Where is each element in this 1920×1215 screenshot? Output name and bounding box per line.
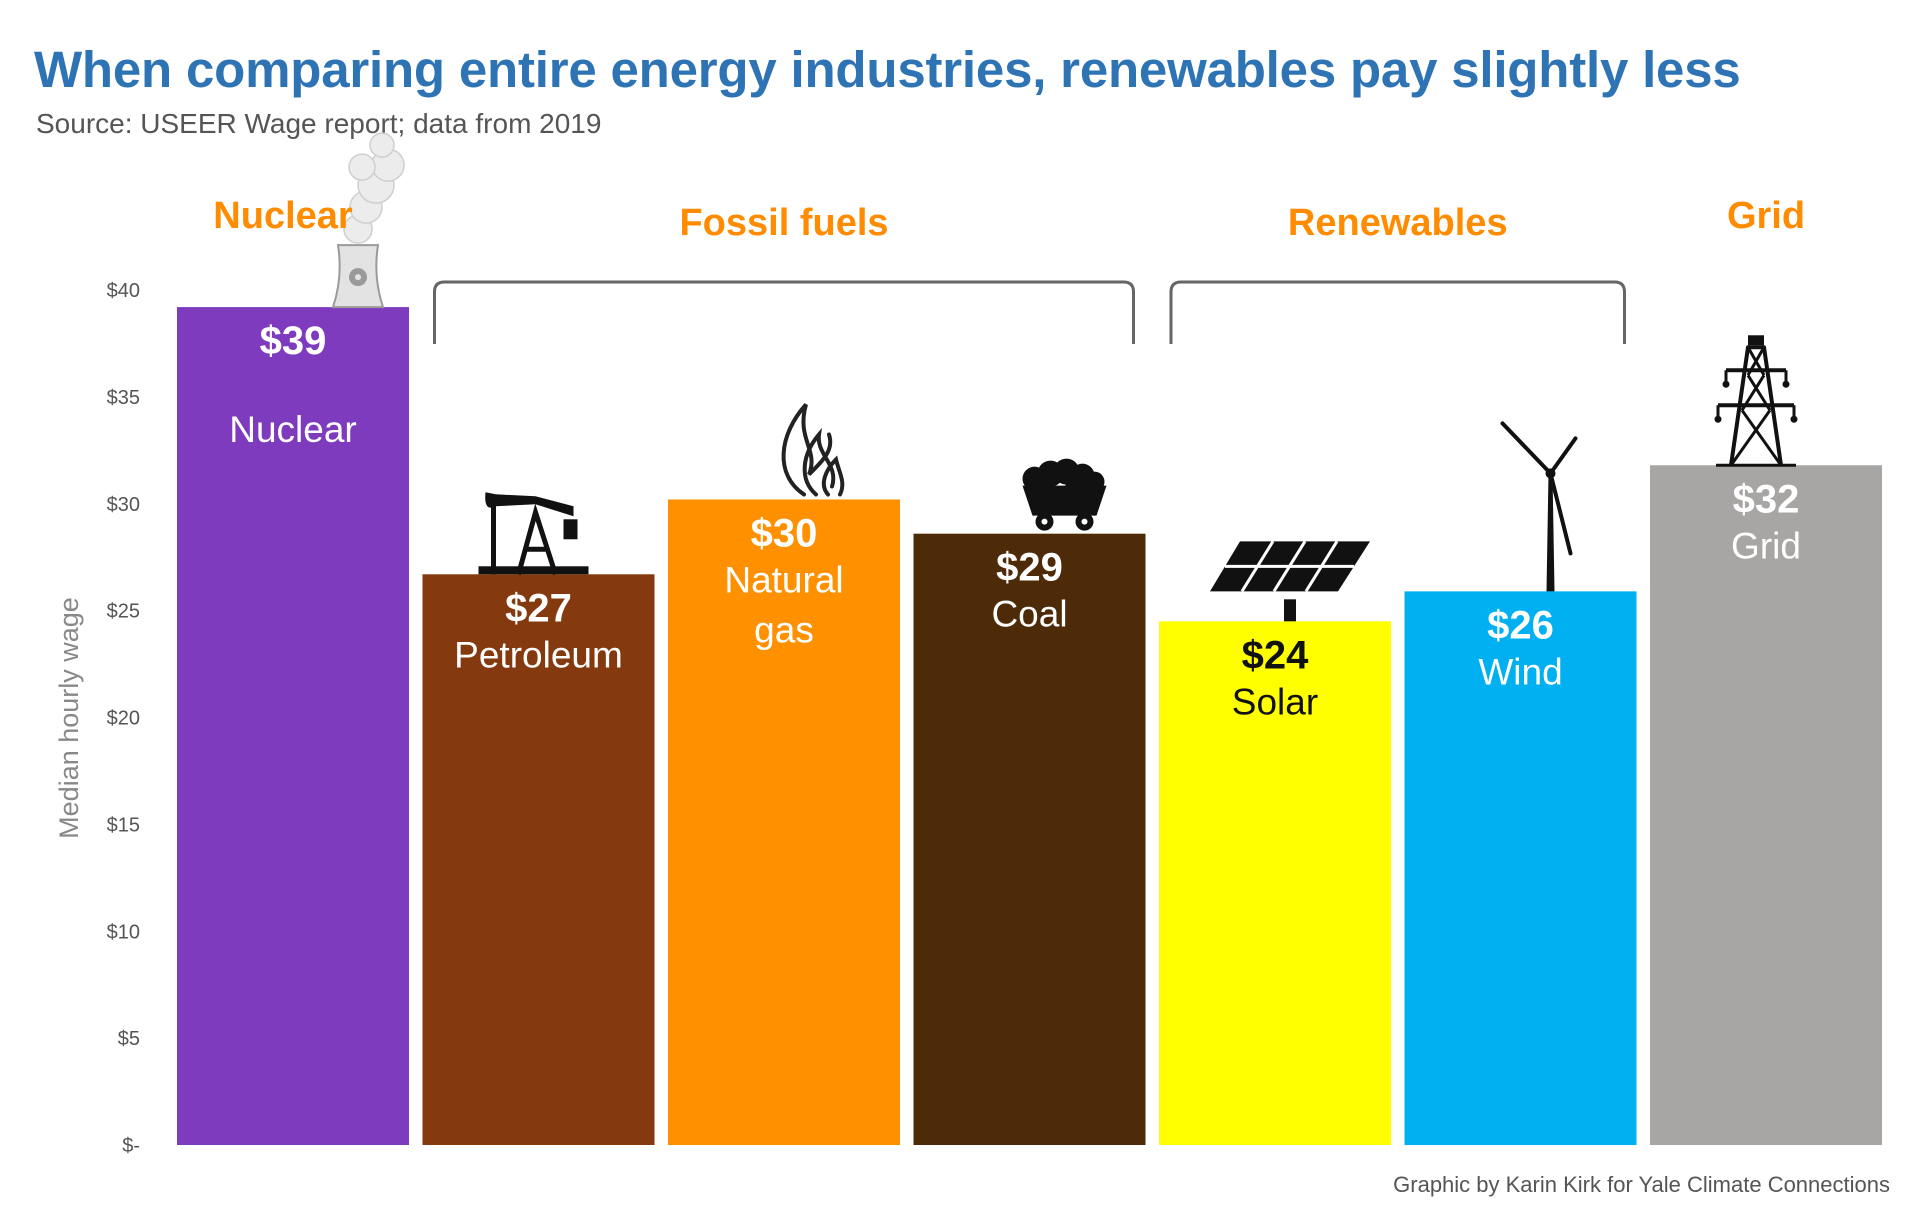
pumpjack-beam [485,492,574,517]
solar-panel-icon [1210,540,1370,622]
bar-category-label-line: Wind [1478,651,1562,692]
steam-puff [369,132,395,158]
bar-value-label: $32 [1733,477,1800,521]
bar-petroleum [422,574,655,1145]
bar-category-label-line: gas [754,609,814,650]
turbine-blade [1500,421,1553,476]
solar-panel-grid [1225,540,1354,593]
bar-coal [913,533,1146,1145]
flame-middle [802,427,836,497]
tower-insulator-end [1714,415,1722,423]
bar-value-label: $30 [751,511,818,555]
group-label: Renewables [1288,202,1508,244]
y-tick-label: $5 [118,1028,140,1050]
bar-category-label-line: Nuclear [229,409,357,450]
coal-cart-wheel-hub [1041,518,1048,525]
y-axis-label: Median hourly wage [54,597,84,839]
bar-value-label: $29 [996,546,1063,590]
coal-cart-body [1022,485,1107,516]
cooling-tower-icon [331,132,405,309]
y-tick-label: $40 [107,280,140,302]
pumpjack-frame [516,503,558,576]
bar-category-label: Nuclear [229,409,357,450]
bar-category-label-line: Grid [1731,525,1801,566]
group-bracket [1169,280,1626,344]
y-tick-label: $30 [107,494,140,516]
tower-lattice [1729,346,1783,467]
y-tick-label: $20 [107,708,140,730]
tower-insulator-end [1790,415,1798,423]
gas-flame-icon [781,403,845,497]
chart-title: When comparing entire energy industries,… [34,41,1741,98]
credit-line: Graphic by Karin Kirk for Yale Climate C… [1393,1172,1890,1197]
solar-post [1284,599,1296,622]
bar-solar [1159,621,1391,1145]
category-icons [331,132,1798,622]
wind-turbine-icon [1500,421,1578,592]
bar-wind [1404,591,1637,1145]
transmission-tower-icon [1714,335,1798,467]
tower-insulator-end [1782,380,1790,388]
bar-category-label-line: Solar [1232,681,1318,722]
coal-cart-wheel-hub [1081,518,1088,525]
radiation-symbol-center [355,274,361,281]
bar-category-label: Wind [1478,651,1562,692]
turbine-tower [1546,473,1555,592]
y-axis: $- $5 $10 $15 $20 $25 $30 $35 $40 Median hourly w… [54,280,140,1157]
y-tick-label: $35 [107,387,140,409]
bar-category-label: Coal [991,594,1067,635]
bar-nuclear [177,307,409,1146]
bar-category-label: Grid [1731,525,1801,566]
tower-top [1748,335,1764,346]
pumpjack-counterweight [563,519,578,540]
bar-category-label-line: Natural [724,559,843,600]
group-label: Nuclear [213,195,353,237]
bar-value-label: $27 [505,586,572,630]
bar-natural-gas [668,499,900,1146]
pumpjack-base [478,566,589,575]
y-tick-label: $25 [107,601,140,623]
bar-category-label: Natural gas [724,559,843,650]
bar-category-label: Petroleum [454,634,623,675]
flame-inner [821,455,845,497]
y-tick-label: $10 [107,921,140,943]
group-bracket [433,280,1135,344]
bar-value-label: $39 [260,319,327,363]
bar-value-label: $26 [1487,603,1554,647]
bar-category-label-line: Petroleum [454,634,623,675]
y-tick-label: $- [122,1135,140,1157]
group-label: Grid [1727,195,1805,237]
bar-category-label-line: Coal [991,594,1067,635]
steam-puff [348,153,376,181]
flame-outer [781,403,833,497]
bar-category-label: Solar [1232,681,1318,722]
bar-grid [1650,465,1882,1145]
group-label: Fossil fuels [679,202,888,244]
turbine-blade [1548,436,1578,476]
bar-value-label: $24 [1242,633,1309,677]
oil-pumpjack-icon [478,492,589,576]
y-tick-label: $15 [107,814,140,836]
coal-cart-icon [1022,458,1107,531]
chart-subtitle: Source: USEER Wage report; data from 201… [36,108,602,139]
turbine-blade [1548,471,1573,556]
tower-insulator-end [1722,380,1730,388]
category-groups: Nuclear Fossil fuels Renewables Grid [213,195,1805,344]
tower-crossarms [1718,368,1794,408]
